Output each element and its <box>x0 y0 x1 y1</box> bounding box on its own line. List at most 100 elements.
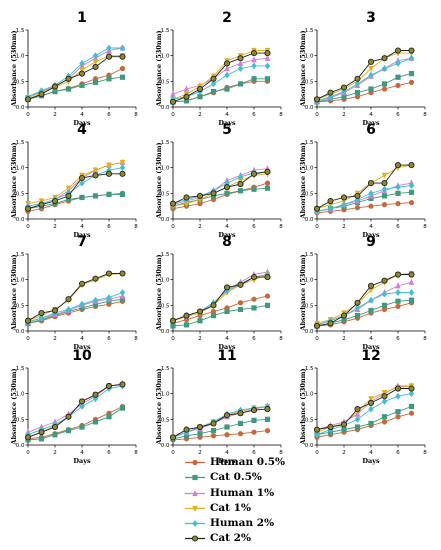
y-tick-label: 1.5 <box>161 366 170 372</box>
data-point <box>51 423 59 431</box>
data-point <box>251 186 257 192</box>
y-tick-label: 1.5 <box>16 140 25 146</box>
y-axis-label: Absorbance (530nm) <box>155 254 163 331</box>
x-tick-label: 4 <box>80 336 84 342</box>
data-point <box>251 417 257 423</box>
data-point <box>224 86 230 92</box>
panel-4: 4 Absorbance (530nm)0.0 0.5 1.0 1.5 0 2 4 6 8 Days <box>10 122 138 239</box>
panel-title: 5 <box>222 122 232 138</box>
data-point <box>79 67 85 74</box>
data-point <box>106 294 112 302</box>
y-tick-label: 0.5 <box>161 417 170 423</box>
data-point <box>38 429 45 436</box>
panel-9: 9 Absorbance (530nm)0.0 0.5 1.0 1.5 0 2 4 6 8 Days <box>299 234 427 351</box>
data-point <box>340 194 348 201</box>
series-line <box>27 47 123 98</box>
data-point <box>210 80 217 88</box>
data-point <box>264 428 271 434</box>
data-point <box>395 59 401 67</box>
data-point <box>106 414 112 420</box>
legend-marker <box>192 475 198 481</box>
data-point <box>105 270 113 277</box>
data-point <box>354 75 361 82</box>
series-cat-2- <box>169 50 271 105</box>
data-point <box>381 180 388 187</box>
series-cat-2- <box>313 47 415 103</box>
data-point <box>368 420 374 427</box>
data-point <box>367 399 375 406</box>
data-point <box>368 86 374 92</box>
data-point <box>106 162 112 169</box>
data-point <box>78 174 86 181</box>
panel-title: 4 <box>77 122 87 138</box>
data-point <box>169 317 177 324</box>
legend-label: Human 0.5% <box>210 456 286 468</box>
y-tick-label: 0.5 <box>305 303 314 309</box>
data-point <box>92 172 99 179</box>
x-axis-label: Days <box>73 119 91 127</box>
data-point <box>169 98 177 105</box>
data-point <box>381 419 388 425</box>
data-point <box>119 170 126 177</box>
data-point <box>106 76 112 82</box>
data-point <box>65 428 72 434</box>
legend-item: Cat 2% <box>184 531 334 546</box>
y-tick-label: 1.5 <box>305 140 314 146</box>
data-point <box>79 300 85 308</box>
data-point <box>264 185 271 191</box>
data-point <box>51 83 59 90</box>
data-point <box>264 293 271 299</box>
x-tick-label: 0 <box>26 450 30 456</box>
x-tick-label: 0 <box>26 112 30 118</box>
data-point <box>250 170 258 177</box>
panel-3: 3 Absorbance (530nm)0.0 0.5 1.0 1.5 0 2 4 6 8 Days <box>299 10 427 127</box>
data-point <box>92 167 99 174</box>
panel-10: 10 Absorbance (530nm)0.0 0.5 1.0 1.5 0 2 4 6 8 Day… <box>10 348 138 465</box>
data-point <box>210 75 217 82</box>
x-tick-label: 4 <box>80 450 84 456</box>
data-point <box>78 70 86 77</box>
legend-label: Human 1% <box>210 486 275 499</box>
y-tick-label: 1.0 <box>305 392 314 398</box>
data-point <box>340 312 348 319</box>
x-tick-label: 6 <box>252 450 256 456</box>
data-point <box>237 420 244 427</box>
data-point <box>381 55 388 62</box>
data-point <box>354 192 361 199</box>
y-tick-label: 0.0 <box>305 105 314 111</box>
data-point <box>408 278 415 285</box>
data-point <box>408 410 415 416</box>
data-point <box>119 270 126 277</box>
series-cat-1- <box>25 159 126 208</box>
data-point <box>264 76 271 82</box>
x-axis-label: Days <box>218 457 236 465</box>
data-point <box>183 93 190 100</box>
x-tick-label: 4 <box>369 224 373 230</box>
data-point <box>169 434 177 441</box>
series-line <box>316 164 412 210</box>
data-point <box>394 47 402 54</box>
x-tick-label: 4 <box>369 336 373 342</box>
data-point <box>313 205 321 212</box>
series-cat-2- <box>24 381 126 441</box>
data-point <box>264 62 271 70</box>
data-point <box>119 159 126 167</box>
y-tick-label: 0.5 <box>305 79 314 85</box>
y-tick-label: 0.5 <box>161 303 170 309</box>
y-tick-label: 1.5 <box>161 28 170 34</box>
data-point <box>92 419 99 425</box>
x-tick-label: 2 <box>198 224 202 230</box>
data-point <box>224 424 230 430</box>
data-point <box>24 96 32 103</box>
y-axis-label: Absorbance (530nm) <box>299 254 307 331</box>
x-axis-label: Days <box>218 119 236 127</box>
data-point <box>237 300 244 306</box>
data-point <box>381 290 388 298</box>
data-point <box>251 56 257 63</box>
y-tick-label: 1.5 <box>305 252 314 258</box>
data-point <box>327 205 334 213</box>
x-tick-label: 0 <box>26 336 30 342</box>
data-point <box>408 182 415 190</box>
y-tick-label: 0.5 <box>16 79 25 85</box>
y-axis-label: Absorbance (530nm) <box>155 368 163 445</box>
